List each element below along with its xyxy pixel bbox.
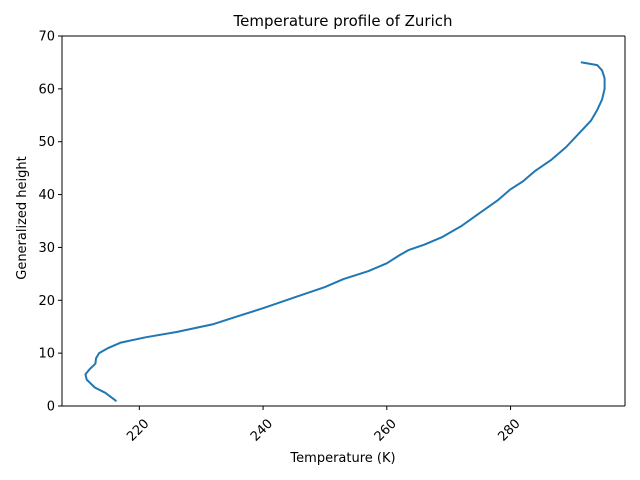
y-tick-label: 20 <box>38 294 55 309</box>
y-tick-label: 60 <box>38 82 55 97</box>
y-tick-label: 30 <box>38 241 55 256</box>
y-axis-label: Generalized height <box>15 156 30 280</box>
y-axis: 0 10 20 30 40 50 60 70 <box>38 30 62 415</box>
temperature-profile-line <box>84 61 606 402</box>
y-tick-label: 40 <box>38 188 55 203</box>
y-tick-label: 10 <box>38 347 55 362</box>
x-axis-label: Temperature (K) <box>289 451 395 466</box>
y-tick-label: 50 <box>38 135 55 150</box>
plot-area <box>84 61 606 402</box>
chart-title: Temperature profile of Zurich <box>232 12 452 30</box>
axes-frame <box>61 35 626 407</box>
y-tick-label: 0 <box>47 400 55 415</box>
y-tick-label: 70 <box>38 30 55 45</box>
